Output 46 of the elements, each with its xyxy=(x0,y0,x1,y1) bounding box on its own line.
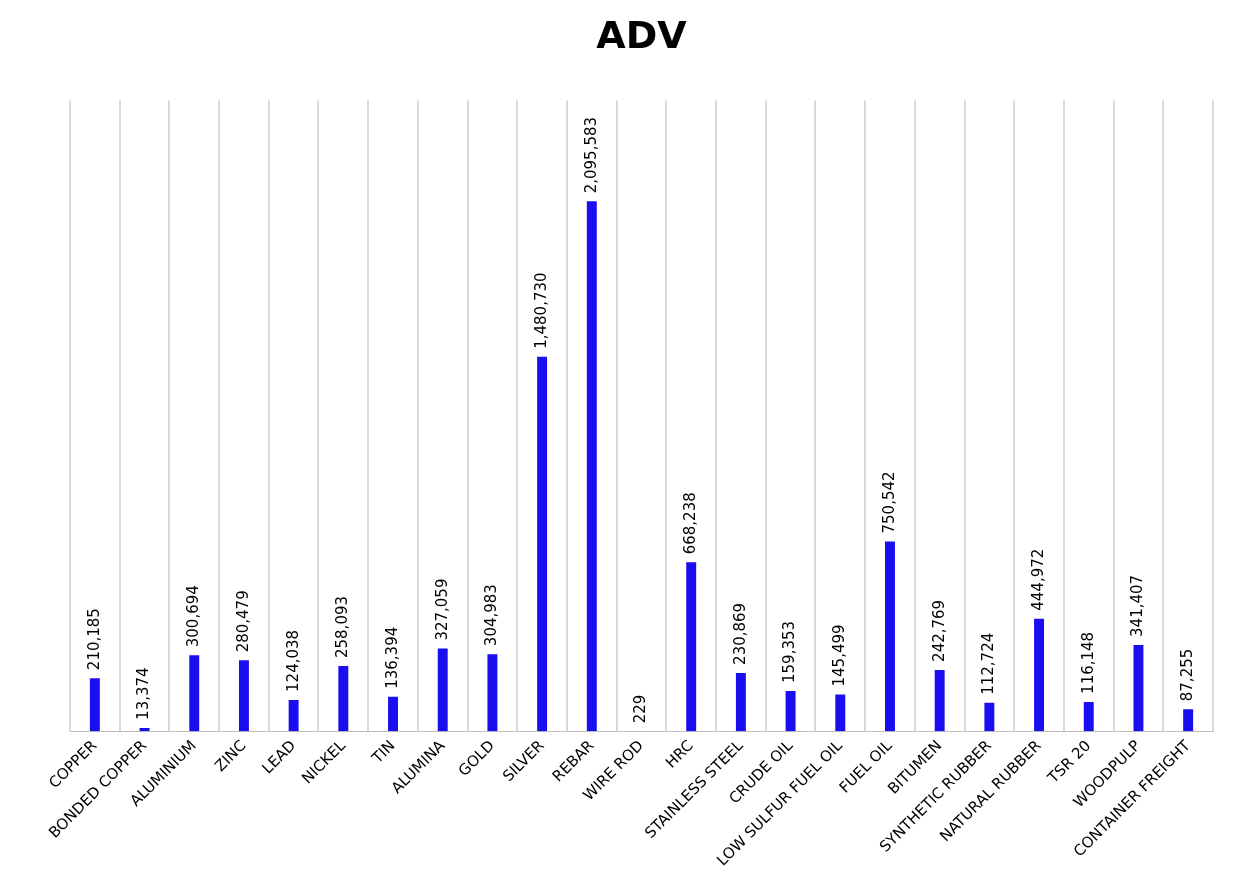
x-tick-label: TIN xyxy=(367,736,399,768)
data-label: 229 xyxy=(631,694,650,724)
bar xyxy=(735,672,746,732)
bar xyxy=(586,201,597,732)
data-label: 668,238 xyxy=(681,492,700,555)
bar xyxy=(388,696,398,732)
bar xyxy=(1083,701,1094,732)
bar xyxy=(89,678,100,732)
data-label: 159,353 xyxy=(780,620,799,683)
data-label: 230,869 xyxy=(730,602,749,665)
data-label: 1,480,730 xyxy=(532,272,550,349)
data-label: 112,724 xyxy=(979,632,998,695)
data-label: 304,983 xyxy=(482,584,501,647)
bar xyxy=(686,562,697,732)
data-label: 258,093 xyxy=(333,595,352,659)
data-label: 124,038 xyxy=(283,629,302,692)
bar xyxy=(437,648,448,732)
bar xyxy=(338,666,349,732)
data-label: 2,095,583 xyxy=(581,116,600,194)
data-label: 444,972 xyxy=(1028,548,1047,611)
data-label: 750,542 xyxy=(879,471,898,534)
bar xyxy=(238,660,249,732)
bar xyxy=(934,669,945,732)
bar xyxy=(785,690,796,732)
data-label: 300,694 xyxy=(184,585,203,648)
data-label: 327,059 xyxy=(432,578,451,641)
bar xyxy=(835,694,846,732)
data-label: 136,394 xyxy=(382,626,401,689)
data-label: 341,407 xyxy=(1128,574,1147,637)
data-label: 280,479 xyxy=(233,590,252,653)
data-label: 13,374 xyxy=(134,667,153,720)
data-label: 87,255 xyxy=(1178,648,1197,702)
chart-title: ADV xyxy=(596,12,688,57)
bar xyxy=(1133,644,1144,732)
data-label: 116,148 xyxy=(1078,631,1097,694)
bar xyxy=(1183,709,1194,732)
bar xyxy=(885,541,895,732)
data-label: 242,769 xyxy=(929,599,948,662)
bar xyxy=(537,356,548,732)
bar xyxy=(984,702,995,732)
bar xyxy=(1034,618,1045,732)
bar xyxy=(189,655,200,732)
data-label: 210,185 xyxy=(84,608,103,671)
bar xyxy=(288,699,299,732)
data-label: 145,499 xyxy=(830,624,849,687)
bar xyxy=(487,654,498,732)
